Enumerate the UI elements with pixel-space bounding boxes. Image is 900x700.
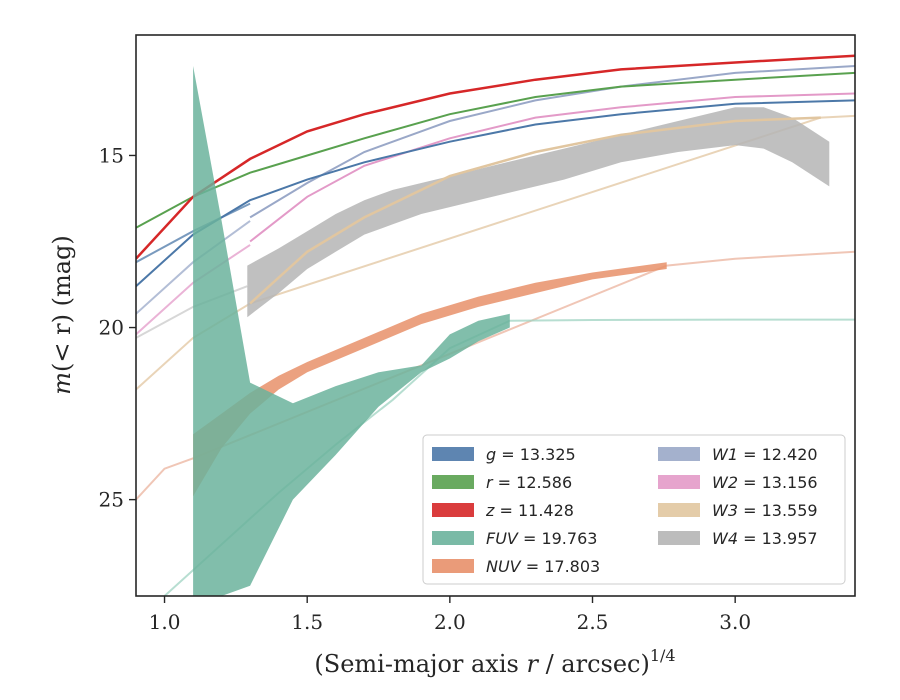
legend-swatch-g [432,447,474,461]
legend-value: = 11.428 [494,501,574,520]
x-axis-label-tail: / arcsec) [538,650,650,678]
legend-swatch-nuv [432,559,474,573]
series-w4-band [247,107,830,318]
x-axis-label-var: r [526,650,539,678]
legend-var: FUV [486,529,519,548]
legend-value: = 13.156 [738,473,818,492]
legend-var: z [485,501,495,520]
x-axis-label: (Semi-major axis r / arcsec)1/4 [314,646,675,678]
legend-var: W1 [712,445,738,464]
x-tick-label: 1.0 [149,610,181,634]
legend-value: = 12.420 [738,445,818,464]
legend-value: = 12.586 [493,473,573,492]
x-tick-label: 2.0 [434,610,466,634]
x-tick-label: 3.0 [719,610,751,634]
legend-var: g [486,445,496,464]
series-w3-line [249,116,821,305]
y-axis-label-tail: (mag) [48,235,76,314]
data-series [136,54,855,596]
x-axis-ticks: 1.0 1.5 2.0 2.5 3.0 [149,596,751,634]
legend-swatch-z [432,503,474,517]
legend-var: W3 [712,501,738,520]
legend-label-w3: W3 = 13.559 [712,501,818,520]
x-tick-label: 1.5 [291,610,323,634]
legend-var: r [486,473,494,492]
series-nuv-band [193,262,667,497]
legend-label-z: z = 11.428 [485,501,574,520]
legend-var: W2 [712,473,738,492]
legend-value: = 13.325 [496,445,576,464]
legend-label-g: g = 13.325 [486,445,576,464]
x-axis-label-main: (Semi-major axis [314,650,526,678]
y-tick-label: 20 [99,316,124,340]
y-axis-ticks: 15 20 25 [99,143,136,512]
legend-label-fuv: FUV = 19.763 [486,529,597,548]
legend-label-r: r = 12.586 [486,473,572,492]
legend-var: W4 [712,529,738,548]
y-tick-label: 15 [99,143,124,167]
series-g-line [136,99,855,287]
legend-swatch-w3 [658,503,700,517]
y-axis-label-mid: (< r) [48,314,76,372]
legend-value: = 13.957 [738,529,818,548]
plot-frame [135,34,856,597]
series-w2-line [249,92,855,243]
legend-value: = 19.763 [518,529,598,548]
legend-label-nuv: NUV = 17.803 [486,557,600,576]
series-w1-line [249,65,855,219]
series-fuv-band [193,66,510,596]
series-z-line [136,54,855,260]
legend-label-w1: W1 = 12.420 [712,445,818,464]
legend-swatch-r [432,475,474,489]
y-tick-label: 25 [99,488,124,512]
legend-swatch-w2 [658,475,700,489]
legend-var: NUV [486,557,522,576]
legend-label-w2: W2 = 13.156 [712,473,818,492]
legend-value: = 13.559 [738,501,818,520]
y-axis-label-var: m [48,372,76,395]
legend-label-w4: W4 = 13.957 [712,529,818,548]
x-tick-label: 2.5 [577,610,609,634]
legend-value: = 17.803 [521,557,601,576]
legend-swatch-fuv [432,531,474,545]
series-r-line [136,71,855,229]
legend-swatch-w4 [658,531,700,545]
x-axis-label-exponent: 1/4 [650,646,676,665]
y-axis-label: m(< r) (mag) [48,235,76,395]
legend-box [422,434,846,585]
legend-swatch-w1 [658,447,700,461]
